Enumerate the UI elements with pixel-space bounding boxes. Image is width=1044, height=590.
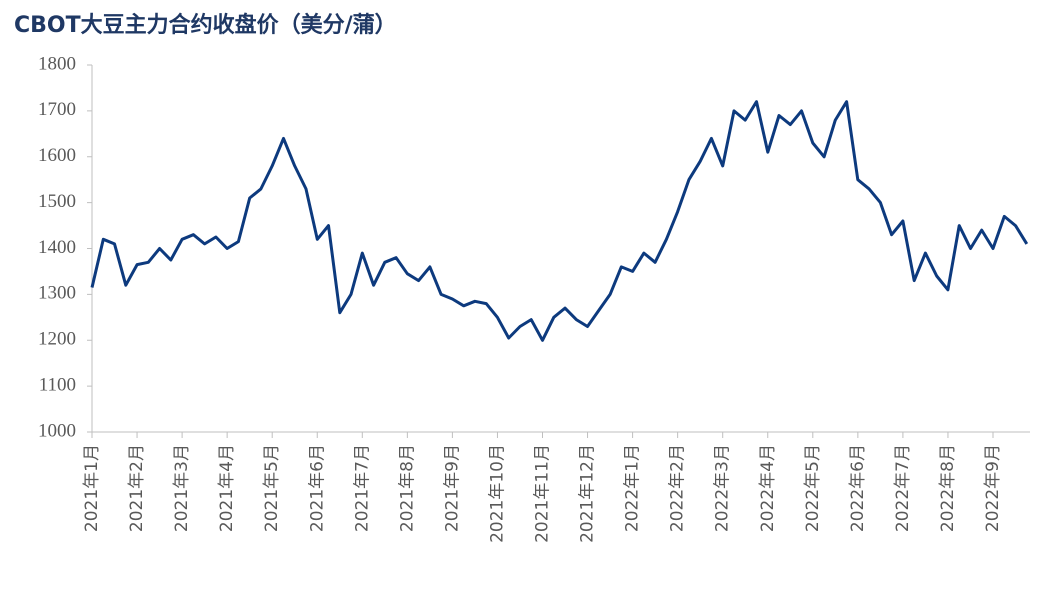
y-tick-label: 1800	[38, 53, 76, 74]
x-tick-label: 2021年10月	[487, 444, 507, 543]
y-tick-label: 1100	[39, 374, 76, 395]
x-tick-label: 2021年6月	[307, 444, 327, 532]
line-series	[90, 100, 1029, 342]
x-tick-label: 2022年8月	[938, 444, 958, 532]
x-tick-label: 2022年7月	[893, 444, 913, 532]
x-tick-label: 2022年1月	[623, 444, 643, 532]
x-tick-label: 2021年8月	[397, 444, 417, 532]
x-tick-label: 2021年4月	[217, 444, 237, 532]
y-tick-label: 1700	[38, 99, 76, 120]
x-tick-label: 2022年4月	[758, 444, 778, 532]
x-tick-label: 2021年11月	[533, 444, 553, 543]
y-tick-label: 1200	[38, 329, 76, 350]
x-tick-label: 2022年5月	[803, 444, 823, 532]
y-tick-label: 1000	[38, 420, 76, 441]
x-tick-label: 2022年3月	[713, 444, 733, 532]
x-tick-label: 2022年9月	[983, 444, 1003, 532]
x-tick-label: 2021年7月	[352, 444, 372, 532]
x-tick-label: 2022年6月	[848, 444, 868, 532]
x-tick-label: 2021年2月	[127, 444, 147, 532]
y-tick-label: 1500	[38, 191, 76, 212]
chart-title: CBOT大豆主力合约收盘价（美分/蒲）	[14, 12, 397, 38]
y-tick-label: 1300	[38, 283, 76, 304]
y-tick-label: 1400	[38, 237, 76, 258]
y-tick-label: 1600	[38, 145, 76, 166]
x-tick-label: 2021年9月	[442, 444, 462, 532]
x-tick-label: 2021年12月	[578, 444, 598, 543]
x-tick-label: 2022年2月	[668, 444, 688, 532]
x-tick-label: 2021年5月	[262, 444, 282, 532]
x-tick-label: 2021年1月	[82, 444, 102, 532]
x-tick-label: 2021年3月	[172, 444, 192, 532]
